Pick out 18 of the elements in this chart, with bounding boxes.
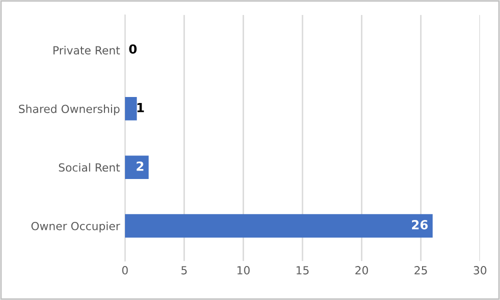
data-label: 0 xyxy=(129,44,137,54)
x-tick-label: 30 xyxy=(474,266,486,274)
data-label: 1 xyxy=(137,103,144,112)
y-tick-label: Private Rent xyxy=(54,46,120,55)
y-tick-label: Shared Ownership xyxy=(18,104,120,116)
x-tick-label: 5 xyxy=(181,266,187,274)
x-tick-label: 20 xyxy=(355,266,368,274)
y-tick-label: Social Rent xyxy=(58,163,120,172)
data-label: 2 xyxy=(136,161,144,171)
x-tick-label: 15 xyxy=(296,266,309,274)
y-tick-label: Owner Occupier xyxy=(31,222,120,232)
x-tick-label: 0 xyxy=(122,266,128,274)
bar xyxy=(125,214,433,238)
x-tick-label: 25 xyxy=(414,266,427,274)
data-label: 26 xyxy=(412,220,428,230)
bar xyxy=(125,97,137,120)
x-tick-label: 10 xyxy=(237,266,250,274)
bar xyxy=(125,156,149,179)
